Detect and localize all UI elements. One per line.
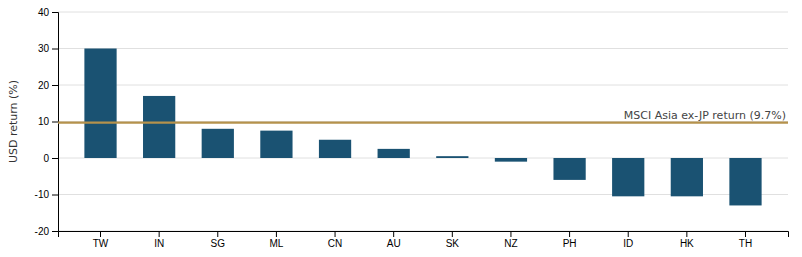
x-tick-mark [628, 231, 629, 237]
y-tick-mark [52, 195, 58, 196]
x-tick: SG [211, 231, 226, 249]
x-tick-label: AU [387, 238, 401, 249]
y-tick-mark [52, 49, 58, 50]
y-tick-mark [52, 85, 58, 86]
y-tick: 30 [38, 43, 58, 54]
y-tick: 40 [38, 7, 58, 18]
x-tick-label: NZ [504, 238, 517, 249]
x-tick-mark [335, 231, 336, 237]
grid-line [58, 48, 788, 49]
grid [58, 12, 788, 231]
x-tick-mark [217, 231, 218, 237]
x-tick-label: ML [269, 238, 283, 249]
bar [495, 158, 527, 162]
x-tick: TH [739, 231, 752, 249]
y-tick-label: 20 [38, 80, 50, 91]
x-tick-label: SG [211, 238, 226, 249]
y-tick: 10 [38, 116, 58, 127]
x-tick: SK [446, 231, 460, 249]
y-tick-mark [52, 12, 58, 13]
y-tick-mark [52, 158, 58, 159]
marks [58, 49, 788, 206]
x-tick-label: HK [680, 238, 694, 249]
bar [612, 158, 644, 196]
y-tick-mark [52, 122, 58, 123]
y-axis-line [52, 13, 59, 232]
x-axis-line [59, 232, 789, 238]
x-tick-label: SK [446, 238, 460, 249]
x-tick: ID [623, 231, 633, 249]
chart: -20 -10 0 10 20 30 40 TW IN SG ML CN AU SK NZ PH ID HK TH M… [0, 0, 802, 257]
bar [319, 140, 351, 158]
bar [436, 156, 468, 158]
bar [378, 149, 410, 158]
x-axis: TW IN SG ML CN AU SK NZ PH ID HK TH [59, 231, 789, 249]
bar [84, 49, 116, 159]
x-tick-mark [686, 231, 687, 237]
x-tick-label: CN [328, 238, 342, 249]
y-tick-label: 10 [38, 116, 50, 127]
x-tick-mark [276, 231, 277, 237]
y-tick-label: -10 [35, 189, 50, 200]
x-tick: PH [563, 231, 577, 249]
y-tick: 0 [43, 153, 58, 164]
x-tick-mark [569, 231, 570, 237]
bar [553, 158, 585, 180]
plot: -20 -10 0 10 20 30 40 TW IN SG ML CN AU SK NZ PH ID HK TH M… [35, 7, 789, 249]
x-tick-label: ID [623, 238, 633, 249]
x-tick: AU [387, 231, 401, 249]
bar [260, 131, 292, 158]
benchmark-label: MSCI Asia ex-JP return (9.7%) [624, 109, 786, 122]
y-tick: -20 [35, 226, 58, 237]
bar [729, 158, 761, 205]
x-tick: HK [680, 231, 694, 249]
x-tick-label: PH [563, 238, 577, 249]
y-tick-label: -20 [35, 226, 50, 237]
x-tick-label: TH [739, 238, 752, 249]
x-tick-mark [452, 231, 453, 237]
y-tick-mark [52, 231, 58, 232]
x-tick-mark [510, 231, 511, 237]
benchmark-line [58, 121, 788, 123]
y-tick: -10 [35, 189, 58, 200]
x-tick: TW [93, 231, 109, 249]
y-tick-label: 0 [43, 153, 49, 164]
x-tick: ML [269, 231, 283, 249]
x-tick-label: IN [154, 238, 164, 249]
y-axis: -20 -10 0 10 20 30 40 [35, 7, 59, 237]
x-tick-mark [159, 231, 160, 237]
bar [143, 96, 175, 158]
grid-line [58, 12, 788, 13]
y-tick-label: 40 [38, 7, 50, 18]
y-axis-title: USD return (%) [7, 80, 20, 163]
x-tick: CN [328, 231, 342, 249]
x-tick-mark [393, 231, 394, 237]
x-tick: NZ [504, 231, 517, 249]
y-tick: 20 [38, 80, 58, 91]
x-tick-label: TW [93, 238, 109, 249]
bar [671, 158, 703, 196]
y-tick-label: 30 [38, 43, 50, 54]
bar [202, 129, 234, 158]
x-tick: IN [154, 231, 164, 249]
x-tick-mark [100, 231, 101, 237]
grid-line [58, 85, 788, 86]
x-tick-mark [745, 231, 746, 237]
